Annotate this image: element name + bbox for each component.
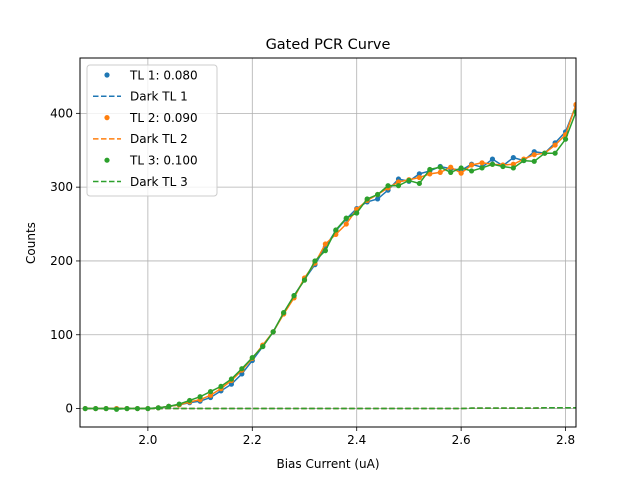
data-point: [510, 155, 516, 161]
data-point: [312, 258, 318, 264]
data-point: [343, 221, 349, 227]
dark-count-line-6: [85, 407, 576, 410]
data-point: [197, 394, 203, 400]
data-point: [343, 215, 349, 221]
legend-label: Dark TL 1: [130, 90, 188, 104]
data-point: [270, 329, 276, 335]
legend: TL 1: 0.080 Dark TL 1 TL 2: 0.090 Dark TL 2…: [86, 64, 218, 197]
y-tick-label: 200: [50, 254, 73, 268]
data-point: [322, 241, 328, 247]
data-point: [291, 293, 297, 299]
data-point: [468, 162, 475, 168]
y-axis-ticks: 0 100 200 300 400: [50, 106, 80, 416]
data-point: [207, 392, 214, 398]
data-point: [437, 164, 443, 170]
data-point: [552, 150, 558, 156]
data-point: [458, 165, 464, 171]
legend-label: Dark TL 2: [130, 132, 188, 146]
data-point: [500, 163, 506, 170]
data-point: [427, 166, 433, 173]
data-point: [427, 171, 433, 177]
legend-marker: [104, 72, 110, 78]
data-point: [239, 366, 245, 372]
legend-box: [86, 64, 218, 197]
data-point: [573, 101, 576, 108]
plot-series: [82, 101, 576, 412]
data-point: [416, 171, 422, 177]
data-point: [479, 160, 485, 166]
data-point: [510, 165, 516, 171]
data-point: [531, 158, 537, 164]
legend-label: Dark TL 3: [130, 175, 188, 189]
data-point: [468, 168, 475, 174]
legend-label: TL 3: 0.100: [129, 154, 198, 168]
data-point: [479, 165, 485, 171]
data-point: [187, 397, 193, 404]
data-point: [542, 150, 548, 156]
legend-label: TL 2: 0.090: [129, 111, 198, 125]
data-point: [531, 152, 537, 158]
x-tick-label: 2.8: [556, 433, 575, 447]
data-point: [228, 376, 235, 382]
data-point: [385, 183, 391, 189]
data-point: [489, 156, 496, 162]
data-point: [395, 179, 402, 185]
chart-title: Gated PCR Curve: [266, 37, 391, 53]
y-tick-label: 400: [50, 106, 73, 120]
data-point: [406, 177, 412, 184]
data-point: [166, 403, 172, 409]
y-tick-label: 300: [50, 180, 73, 194]
data-point: [510, 161, 516, 167]
data-point: [207, 388, 214, 395]
data-point: [260, 343, 266, 350]
data-point: [218, 383, 224, 390]
x-tick-label: 2.2: [243, 433, 262, 447]
x-axis-label: Bias Current (uA): [276, 457, 379, 471]
legend-marker: [104, 157, 110, 163]
data-point: [354, 210, 360, 216]
y-axis-label: Counts: [24, 222, 38, 264]
data-point: [301, 277, 308, 283]
data-point: [552, 142, 558, 148]
data-point: [322, 248, 328, 254]
data-point: [228, 381, 235, 387]
y-tick-label: 100: [50, 328, 73, 342]
legend-label: TL 1: 0.080: [129, 68, 198, 82]
data-point: [249, 355, 255, 361]
data-point: [375, 196, 381, 202]
data-point: [489, 161, 496, 167]
data-point: [416, 180, 422, 187]
data-point: [333, 227, 339, 233]
x-tick-label: 2.0: [138, 433, 157, 447]
data-point: [573, 109, 576, 115]
data-point: [395, 183, 402, 189]
data-point: [448, 164, 454, 170]
data-point: [375, 191, 381, 198]
legend-marker: [104, 115, 110, 121]
data-point: [364, 196, 370, 202]
data-point: [176, 401, 182, 407]
x-axis-ticks: 2.0 2.2 2.4 2.6 2.8: [138, 427, 575, 447]
data-point: [562, 136, 569, 142]
data-point: [145, 405, 151, 412]
data-point: [448, 169, 454, 175]
x-tick-label: 2.6: [452, 433, 471, 447]
plot-frame: [79, 57, 577, 428]
data-point: [458, 170, 464, 176]
data-point: [281, 310, 287, 316]
data-point: [239, 371, 245, 377]
y-tick-label: 0: [65, 402, 73, 416]
data-point: [521, 157, 527, 164]
data-point: [437, 169, 443, 175]
data-point: [416, 174, 422, 181]
x-tick-label: 2.4: [347, 433, 366, 447]
